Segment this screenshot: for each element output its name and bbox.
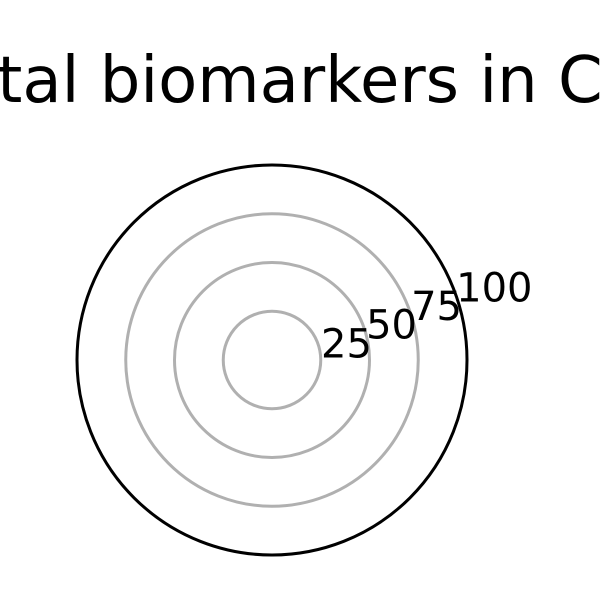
- tick-label-25: 25: [321, 321, 372, 367]
- grid-ring-75: [124, 212, 420, 508]
- radial-grid: [124, 212, 420, 508]
- tick-label-75: 75: [411, 284, 462, 330]
- grid-ring-50: [173, 261, 371, 459]
- outer-circle: [75, 163, 469, 557]
- tick-label-50: 50: [366, 303, 417, 349]
- tick-label-100: 100: [456, 265, 532, 311]
- chart-title: tal biomarkers in C: [0, 44, 600, 118]
- grid-ring-25: [221, 309, 323, 411]
